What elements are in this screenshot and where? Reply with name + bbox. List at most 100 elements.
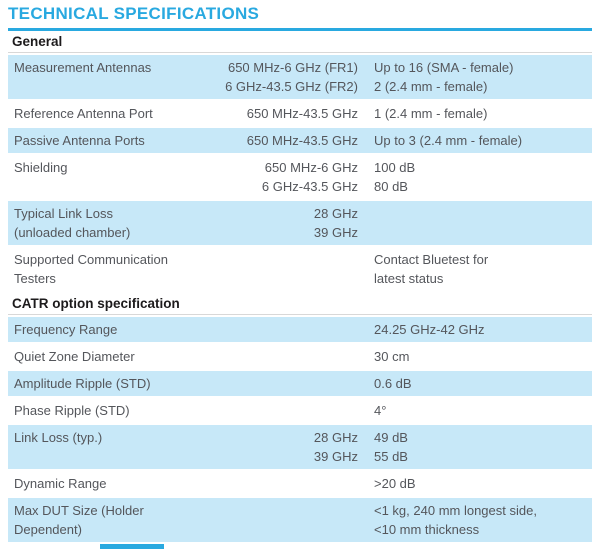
row-value-line: 24.25 GHz-42 GHz — [374, 322, 485, 337]
row-label-line: Passive Antenna Ports — [14, 133, 145, 148]
row-cond — [208, 374, 358, 393]
row-label: Shielding — [8, 158, 208, 177]
row-value-line: 0.6 dB — [374, 376, 412, 391]
row-value-line: Up to 3 (2.4 mm - female) — [374, 133, 523, 148]
row-cond — [208, 320, 358, 339]
row-cond: 650 MHz-43.5 GHz — [208, 131, 358, 150]
spec-row: Passive Antenna Ports 650 MHz-43.5 GHz Up … — [8, 128, 592, 153]
row-value: 100 dB 80 dB — [358, 158, 592, 196]
row-label-line: Max DUT Size (Holder — [14, 503, 144, 518]
row-label: Phase Ripple (STD) — [8, 401, 208, 420]
row-cond: 28 GHz 39 GHz — [208, 428, 358, 466]
row-label-line: Supported Communication — [14, 252, 168, 267]
row-label-line: Link Loss (typ.) — [14, 430, 103, 445]
row-label-line: Phase Ripple (STD) — [14, 403, 130, 418]
row-value-line: Up to 16 (SMA - female) — [374, 60, 514, 75]
row-cond — [208, 474, 358, 493]
section-heading: CATR option specification — [8, 293, 592, 315]
row-label: Max DUT Size (Holder Dependent) — [8, 501, 208, 539]
row-label-line: Dependent) — [14, 522, 82, 537]
row-value-line: 49 dB — [374, 430, 408, 445]
row-label-line: Dynamic Range — [14, 476, 107, 491]
row-cond-line: 650 MHz-43.5 GHz — [246, 106, 358, 121]
row-value: >20 dB — [358, 474, 592, 493]
row-value: Contact Bluetest for latest status — [358, 250, 592, 288]
row-label-line: Amplitude Ripple (STD) — [14, 376, 151, 391]
row-value: 24.25 GHz-42 GHz — [358, 320, 592, 339]
row-cond-line: 6 GHz-43.5 GHz — [261, 179, 358, 194]
row-cond-line: 650 MHz-6 GHz — [264, 160, 358, 175]
row-label-line: Typical Link Loss — [14, 206, 113, 221]
spec-row: Measurement Antennas 650 MHz-6 GHz (FR1) 6… — [8, 55, 592, 99]
row-cond-line: 650 MHz-43.5 GHz — [246, 133, 358, 148]
row-label: Link Loss (typ.) — [8, 428, 208, 447]
row-value: Up to 16 (SMA - female) 2 (2.4 mm - femal… — [358, 58, 592, 96]
spec-row: Amplitude Ripple (STD) 0.6 dB — [8, 371, 592, 396]
row-label-line: (unloaded chamber) — [14, 225, 131, 240]
row-value: 49 dB 55 dB — [358, 428, 592, 466]
row-value-line: 80 dB — [374, 179, 408, 194]
row-cond-line: 28 GHz — [313, 206, 358, 221]
row-cond: 650 MHz-6 GHz 6 GHz-43.5 GHz — [208, 158, 358, 196]
row-cond-line: 39 GHz — [313, 225, 358, 240]
row-cond — [208, 347, 358, 366]
row-label: Supported Communication Testers — [8, 250, 208, 288]
row-label-line: Testers — [14, 271, 56, 286]
sections: General Measurement Antennas 650 MHz-6 GHz… — [8, 31, 592, 542]
row-value: 4° — [358, 401, 592, 420]
row-cond — [208, 401, 358, 420]
row-label: Quiet Zone Diameter — [8, 347, 208, 366]
row-value: <1 kg, 240 mm longest side, <10 mm thickn… — [358, 501, 592, 539]
row-label-line: Measurement Antennas — [14, 60, 152, 75]
spec-row: Supported Communication Testers Contact Bl… — [8, 247, 592, 291]
row-label: Frequency Range — [8, 320, 208, 339]
row-value-line: <10 mm thickness — [374, 522, 480, 537]
row-label: Passive Antenna Ports — [8, 131, 208, 150]
row-label: Dynamic Range — [8, 474, 208, 493]
row-label: Reference Antenna Port — [8, 104, 208, 123]
row-value-line: 4° — [374, 403, 387, 418]
row-value: Up to 3 (2.4 mm - female) — [358, 131, 592, 150]
spec-row: Phase Ripple (STD) 4° — [8, 398, 592, 423]
row-cond: 650 MHz-6 GHz (FR1) 6 GHz-43.5 GHz (FR2) — [208, 58, 358, 96]
title-divider — [8, 28, 592, 31]
row-value-line: 100 dB — [374, 160, 416, 175]
spec-row: Reference Antenna Port 650 MHz-43.5 GHz 1 … — [8, 101, 592, 126]
row-cond-line: 39 GHz — [313, 449, 358, 464]
row-value-line: latest status — [374, 271, 444, 286]
page-title: TECHNICAL SPECIFICATIONS — [8, 4, 260, 23]
row-value-line: Contact Bluetest for — [374, 252, 489, 267]
row-label-line: Frequency Range — [14, 322, 118, 337]
row-value: 0.6 dB — [358, 374, 592, 393]
row-label-line: Reference Antenna Port — [14, 106, 153, 121]
spec-row: Shielding 650 MHz-6 GHz 6 GHz-43.5 GHz 100 … — [8, 155, 592, 199]
row-value — [358, 204, 592, 223]
row-label: Typical Link Loss (unloaded chamber) — [8, 204, 208, 242]
row-cond — [208, 250, 358, 269]
row-value-line: 55 dB — [374, 449, 408, 464]
row-value-line: >20 dB — [374, 476, 416, 491]
spec-row: Quiet Zone Diameter 30 cm — [8, 344, 592, 369]
spec-row: Dynamic Range >20 dB — [8, 471, 592, 496]
section-heading: General — [8, 31, 592, 53]
row-cond-line: 650 MHz-6 GHz (FR1) — [227, 60, 358, 75]
row-cond — [208, 501, 358, 520]
row-cond: 650 MHz-43.5 GHz — [208, 104, 358, 123]
row-label-line: Shielding — [14, 160, 68, 175]
row-label: Amplitude Ripple (STD) — [8, 374, 208, 393]
row-label-line: Quiet Zone Diameter — [14, 349, 135, 364]
bottom-cutoff-bar — [100, 544, 164, 549]
row-value-line: 1 (2.4 mm - female) — [374, 106, 488, 121]
row-value-line: <1 kg, 240 mm longest side, — [374, 503, 537, 518]
spec-row: Frequency Range 24.25 GHz-42 GHz — [8, 317, 592, 342]
row-value: 1 (2.4 mm - female) — [358, 104, 592, 123]
spec-row: Typical Link Loss (unloaded chamber) 28 GH… — [8, 201, 592, 245]
row-cond-line: 6 GHz-43.5 GHz (FR2) — [225, 79, 358, 94]
row-cond: 28 GHz 39 GHz — [208, 204, 358, 242]
row-label: Measurement Antennas — [8, 58, 208, 77]
spec-row: Link Loss (typ.) 28 GHz 39 GHz 49 dB 55 dB — [8, 425, 592, 469]
row-value-line: 30 cm — [374, 349, 410, 364]
row-cond-line: 28 GHz — [313, 430, 358, 445]
row-value-line: 2 (2.4 mm - female) — [374, 79, 488, 94]
